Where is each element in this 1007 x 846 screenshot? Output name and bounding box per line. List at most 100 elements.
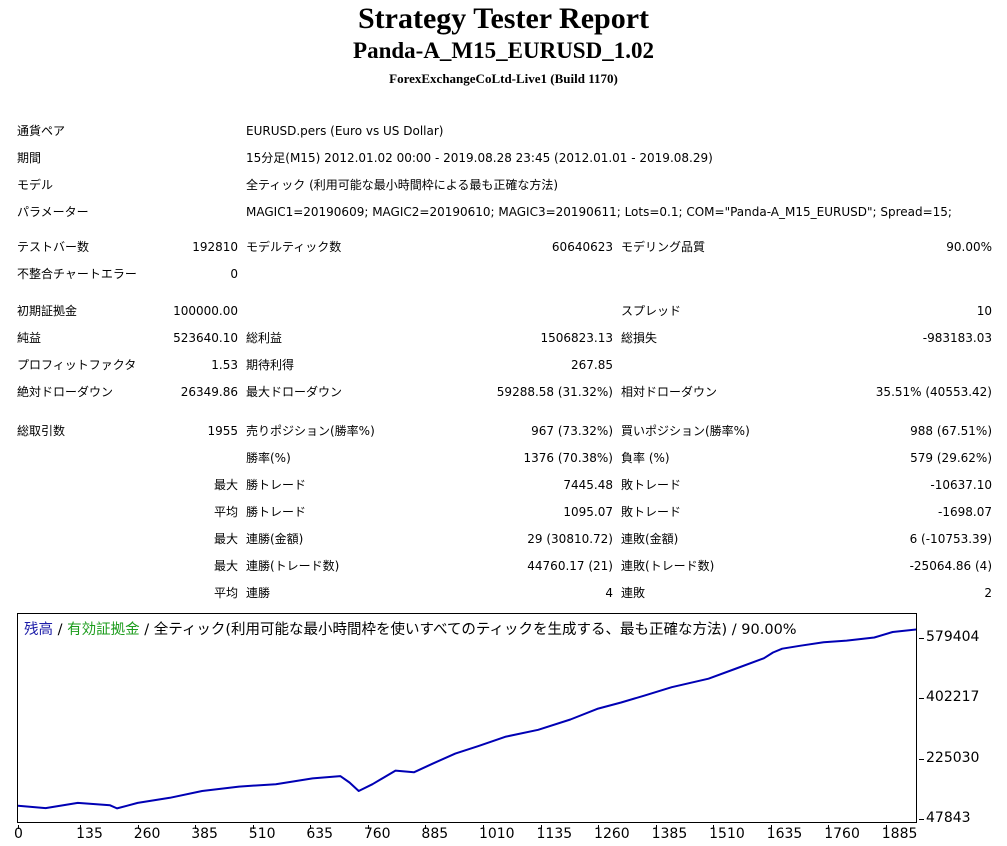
net-label: 純益: [17, 331, 42, 345]
bars-label: テストバー数: [17, 240, 90, 254]
largest-loss-value: -10637.10: [930, 478, 992, 492]
avg-qualifier-1: 平均: [213, 505, 238, 519]
period-value: 15分足(M15) 2012.01.02 00:00 - 2019.08.28 …: [246, 151, 713, 165]
x-tick-label: 135: [76, 826, 103, 842]
max-cons-wins-value: 29 (30810.72): [527, 532, 613, 546]
x-tick-label: 260: [133, 826, 161, 842]
chart-legend: 残高 / 有効証拠金 / 全ティック(利用可能な最小時間枠を使いすべてのティック…: [24, 618, 797, 639]
balance-line: [18, 628, 916, 810]
max-qualifier-3: 最大: [213, 559, 238, 573]
y-tick-label: 579404: [926, 629, 980, 646]
x-tick-mark: [425, 825, 427, 829]
balance-chart-svg: [18, 628, 916, 810]
legend-balance: 残高: [24, 622, 53, 638]
ticks-value: 60640623: [551, 240, 613, 254]
symbol-label: 通貨ペア: [17, 124, 66, 138]
balance-chart: 残高 / 有効証拠金 / 全ティック(利用可能な最小時間枠を使いすべてのティック…: [17, 613, 917, 823]
net-value: 523640.10: [173, 331, 238, 345]
x-tick-mark: [252, 825, 254, 829]
payoff-value: 267.85: [571, 358, 613, 372]
avg-loss-label: 敗トレード: [621, 505, 682, 519]
gross-profit-label: 総利益: [246, 331, 283, 345]
quality-label: モデリング品質: [621, 240, 706, 254]
x-tick-mark: [770, 825, 772, 829]
mismatch-label: 不整合チャートエラー: [17, 267, 137, 281]
x-tick-mark: [310, 825, 312, 829]
gross-loss-label: 総損失: [621, 331, 658, 345]
avg-cons-losses-value: 2: [984, 586, 992, 600]
max-cons-losses-label: 連敗(金額): [621, 532, 679, 546]
params-label: パラメーター: [17, 205, 89, 219]
largest-win-value: 7445.48: [563, 478, 613, 492]
loss-rate-label: 負率 (%): [621, 451, 670, 465]
bars-value: 192810: [192, 240, 238, 254]
y-tick-label: 402217: [926, 689, 980, 706]
y-tick-mark: [919, 638, 924, 640]
model-label: モデル: [17, 178, 54, 192]
deposit-value: 100000.00: [173, 304, 238, 318]
deposit-label: 初期証拠金: [17, 304, 78, 318]
x-tick-label: 1885: [881, 826, 918, 842]
avg-win-value: 1095.07: [563, 505, 613, 519]
max-dd-label: 最大ドローダウン: [246, 385, 343, 399]
max-dd-value: 59288.58 (31.32%): [496, 385, 613, 399]
x-tick-label: 1010: [478, 826, 515, 842]
x-tick-label: 0: [14, 826, 23, 842]
x-tick-mark: [80, 825, 82, 829]
server-info: ForexExchangeCoLtd-Live1 (Build 1170): [389, 71, 618, 86]
avg-qualifier-2: 平均: [213, 586, 238, 600]
period-label: 期間: [17, 151, 42, 165]
pf-label: プロフィットファクタ: [17, 358, 137, 372]
x-tick-label: 1635: [766, 826, 803, 842]
y-tick-mark: [919, 819, 924, 820]
x-tick-label: 760: [363, 826, 391, 842]
pf-value: 1.53: [211, 358, 238, 372]
x-tick-label: 1510: [709, 826, 745, 842]
max-cons-losses-value: 6 (-10753.39): [909, 532, 992, 546]
x-tick-mark: [137, 825, 139, 829]
avg-cons-wins-value: 4: [605, 586, 613, 600]
max-qualifier-2: 最大: [213, 532, 238, 546]
mismatch-value: 0: [230, 267, 238, 281]
largest-win-label: 勝トレード: [246, 478, 307, 492]
total-trades-value: 1955: [207, 424, 238, 438]
rel-dd-label: 相対ドローダウン: [621, 385, 718, 399]
win-rate-label: 勝率(%): [246, 451, 291, 465]
long-value: 988 (67.51%): [910, 424, 992, 438]
x-tick-label: 510: [248, 826, 276, 842]
long-label: 買いポジション(勝率%): [621, 424, 750, 438]
x-tick-label: 1760: [824, 826, 860, 842]
x-tick-mark: [540, 825, 542, 829]
y-tick-mark: [919, 698, 924, 700]
abs-dd-value: 26349.86: [180, 385, 238, 399]
x-tick-mark: [655, 825, 657, 829]
spread-value: 10: [976, 304, 992, 318]
max-cons-profit-label: 連勝(トレード数): [246, 559, 340, 573]
x-tick-mark: [367, 825, 369, 829]
win-rate-value: 1376 (70.38%): [523, 451, 613, 465]
x-tick-label: 1260: [594, 826, 630, 842]
x-tick-mark: [713, 825, 715, 829]
x-tick-label: 385: [191, 826, 218, 842]
loss-rate-value: 579 (29.62%): [910, 451, 992, 465]
gross-profit-value: 1506823.13: [540, 331, 613, 345]
avg-cons-losses-label: 連敗: [621, 586, 646, 600]
ticks-label: モデルティック数: [246, 240, 342, 254]
x-tick-mark: [885, 825, 887, 829]
largest-loss-label: 敗トレード: [621, 478, 682, 492]
x-tick-mark: [18, 825, 19, 829]
quality-value: 90.00%: [946, 240, 992, 254]
legend-description: / 全ティック(利用可能な最小時間枠を使いすべてのティックを生成する、最も正確な…: [139, 622, 797, 638]
params-value: MAGIC1=20190609; MAGIC2=20190610; MAGIC3…: [246, 205, 952, 219]
max-cons-profit-value: 44760.17 (21): [527, 559, 613, 573]
abs-dd-label: 絶対ドローダウン: [17, 385, 114, 399]
short-value: 967 (73.32%): [531, 424, 613, 438]
max-qualifier-1: 最大: [213, 478, 238, 492]
x-tick-label: 1135: [536, 826, 573, 842]
x-tick-mark: [598, 825, 600, 829]
gross-loss-value: -983183.03: [922, 331, 992, 345]
symbol-value: EURUSD.pers (Euro vs US Dollar): [246, 124, 444, 138]
x-tick-mark: [828, 825, 830, 829]
y-tick-mark: [919, 758, 924, 760]
max-cons-wins-label: 連勝(金額): [246, 532, 304, 546]
